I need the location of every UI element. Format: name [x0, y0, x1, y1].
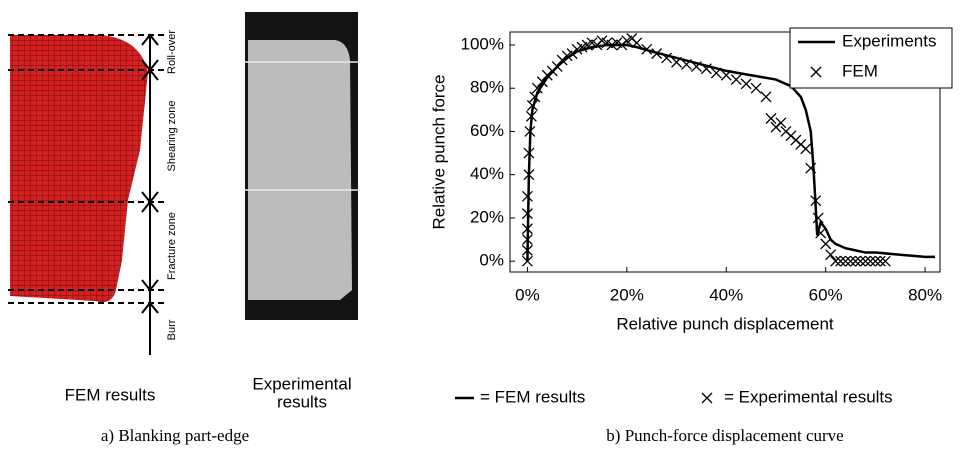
data-point [859, 255, 871, 267]
x-tick-label: 60% [809, 285, 843, 304]
caption: b) Punch-force displacement curve [606, 426, 843, 445]
x-tick-label: 20% [610, 285, 644, 304]
data-point [681, 58, 692, 70]
data-point [750, 82, 762, 94]
data-point [812, 212, 824, 224]
data-point [710, 67, 722, 79]
data-point [845, 255, 856, 267]
data-point [855, 255, 866, 267]
data-point [869, 255, 881, 267]
data-point [874, 255, 886, 267]
zone-markers [8, 33, 165, 355]
panel-label: Experimental [252, 374, 351, 393]
legend-label: FEM [842, 61, 878, 80]
panel-label: FEM results [65, 385, 156, 404]
data-point [800, 143, 812, 155]
data-point [536, 76, 548, 88]
zone-label: Roll-over [166, 30, 178, 74]
x-tick-label: 40% [709, 285, 743, 304]
data-point [521, 234, 533, 246]
y-tick-label: 40% [470, 164, 504, 183]
data-point [700, 63, 712, 75]
x-tick-label: 0% [515, 285, 540, 304]
data-point [765, 113, 777, 124]
data-point [864, 255, 876, 267]
data-point [840, 255, 852, 267]
data-point [521, 244, 533, 256]
y-axis-label: Relative punch force [429, 75, 448, 230]
zone-label: Shearing zone [166, 101, 178, 172]
y-tick-label: 20% [470, 207, 504, 226]
data-point [720, 69, 732, 81]
data-point [525, 110, 537, 122]
fem-mesh [10, 35, 148, 303]
legend-label: Experiments [842, 31, 936, 50]
data-point [641, 43, 653, 55]
data-point [523, 147, 535, 159]
data-point [529, 91, 541, 103]
caption: a) Blanking part-edge [101, 426, 249, 445]
data-point [775, 117, 787, 129]
data-point [526, 100, 538, 111]
y-tick-label: 100% [461, 34, 504, 53]
data-point [835, 255, 847, 267]
key-text: = Experimental results [724, 387, 893, 406]
data-point [521, 255, 533, 267]
x-axis-label: Relative punch displacement [616, 314, 834, 333]
data-point [805, 162, 817, 174]
x-tick-label: 80% [908, 285, 942, 304]
data-point [521, 190, 533, 202]
data-point [820, 238, 832, 250]
key-marker [701, 392, 713, 404]
data-point [810, 195, 822, 207]
plot-frame [509, 31, 941, 273]
data-point [524, 125, 536, 137]
data-point [850, 255, 861, 267]
data-point [551, 61, 563, 73]
zone-label: Fracture zone [166, 212, 178, 280]
y-tick-label: 60% [470, 121, 504, 140]
data-point [631, 37, 643, 49]
data-point [815, 227, 827, 239]
data-point [730, 74, 742, 86]
data-point [830, 255, 842, 267]
data-point [760, 91, 772, 103]
legend-marker [810, 66, 822, 78]
data-point [690, 61, 702, 73]
data-point [523, 169, 535, 181]
data-point [531, 82, 543, 94]
data-point [521, 208, 533, 220]
legend-box [789, 27, 953, 89]
experimental-photo [245, 12, 358, 320]
data-point [521, 223, 533, 235]
y-tick-label: 80% [470, 78, 504, 97]
y-tick-label: 0% [479, 251, 504, 270]
data-point [740, 78, 752, 90]
data-point [651, 48, 663, 60]
data-point [825, 249, 837, 261]
data-point [879, 255, 891, 267]
panel-label: results [277, 392, 327, 411]
data-point [661, 52, 673, 64]
zone-label: Burr [166, 319, 178, 340]
data-point [671, 56, 682, 68]
key-text: = FEM results [480, 387, 585, 406]
